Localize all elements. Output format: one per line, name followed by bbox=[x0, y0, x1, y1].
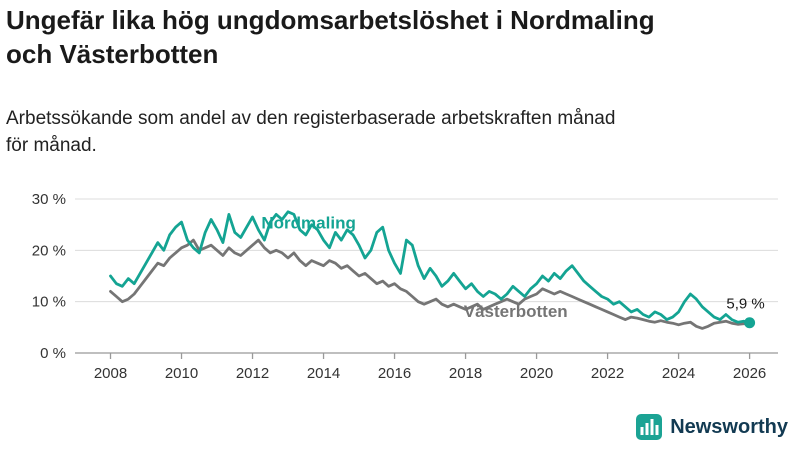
newsworthy-logo-icon bbox=[636, 414, 663, 440]
x-axis-tick-label: 2024 bbox=[662, 365, 695, 382]
x-axis-tick-label: 2010 bbox=[165, 365, 198, 382]
endpoint-dot bbox=[744, 317, 756, 329]
series-label: Västerbotten bbox=[464, 302, 568, 321]
x-axis-tick-label: 2018 bbox=[449, 365, 482, 382]
x-axis-tick-label: 2014 bbox=[307, 365, 340, 382]
x-axis-tick-label: 2026 bbox=[733, 365, 766, 382]
x-axis-tick-label: 2016 bbox=[378, 365, 411, 382]
y-axis-tick-label: 0 % bbox=[40, 345, 66, 362]
brand-name: Newsworthy bbox=[670, 415, 788, 438]
y-axis-tick-label: 10 % bbox=[32, 294, 66, 311]
x-axis-tick-label: 2022 bbox=[591, 365, 624, 382]
x-axis-tick-label: 2008 bbox=[94, 365, 127, 382]
nordmaling-line bbox=[109, 210, 751, 325]
series-label: Nordmaling bbox=[261, 213, 355, 232]
y-axis-tick-label: 30 % bbox=[32, 191, 66, 208]
y-axis-tick-label: 20 % bbox=[32, 242, 66, 259]
page-title: Ungefär lika hög ungdomsarbetslöshet i N… bbox=[6, 5, 655, 69]
x-axis-tick-label: 2020 bbox=[520, 365, 553, 382]
vsterbotten-line bbox=[109, 238, 751, 330]
newsworthy-brand-link[interactable]: Newsworthy bbox=[636, 412, 788, 442]
endpoint-value-label: 5,9 % bbox=[726, 296, 764, 313]
subtitle: Arbetssökande som andel av den registerb… bbox=[6, 108, 616, 156]
chart-svg: 0 % 10 % 20 % 30 % 2008 2010 2012 2014 2016 2018 2… bbox=[32, 191, 778, 382]
x-axis-tick-label: 2012 bbox=[236, 365, 269, 382]
